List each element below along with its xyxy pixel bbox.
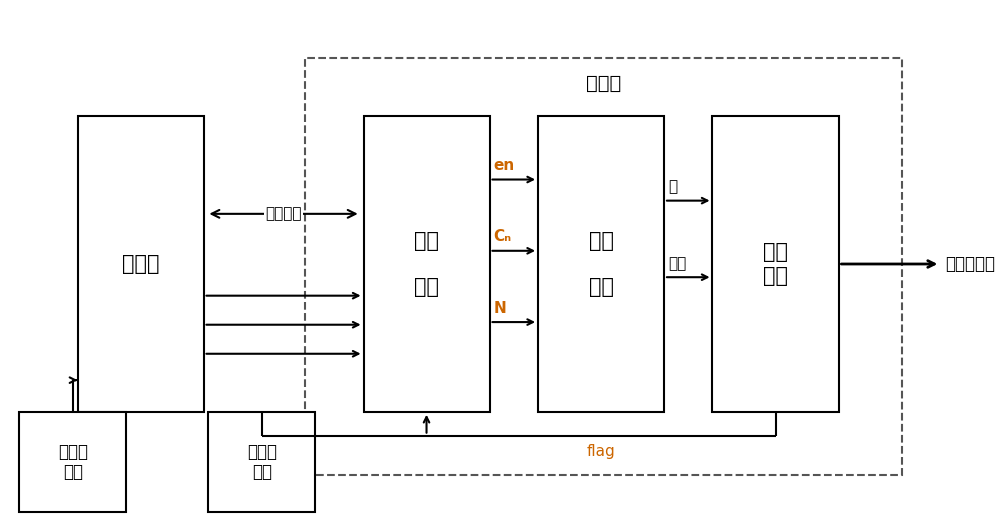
Bar: [712, 116, 839, 412]
Text: 控制端
时钟: 控制端 时钟: [58, 442, 88, 482]
Text: 商: 商: [668, 180, 677, 194]
Text: 数据总线: 数据总线: [265, 206, 302, 221]
Text: 执行端
时钟: 执行端 时钟: [247, 442, 277, 482]
Text: flag: flag: [587, 444, 615, 458]
Text: Cₙ: Cₙ: [493, 230, 512, 244]
Bar: [78, 116, 204, 412]
Bar: [208, 412, 315, 512]
Text: 控制端: 控制端: [122, 254, 159, 274]
Text: 执行端: 执行端: [586, 74, 621, 93]
Bar: [305, 58, 902, 475]
Text: 参数

计算: 参数 计算: [589, 231, 614, 297]
Text: en: en: [493, 158, 515, 173]
Text: 输出脉冲波: 输出脉冲波: [945, 255, 995, 273]
Text: 同步

提取: 同步 提取: [414, 231, 439, 297]
Bar: [538, 116, 664, 412]
Bar: [19, 412, 126, 512]
Bar: [364, 116, 490, 412]
Text: 余数: 余数: [668, 256, 686, 271]
Text: N: N: [493, 301, 506, 316]
Text: 波形
产生: 波形 产生: [763, 242, 788, 286]
